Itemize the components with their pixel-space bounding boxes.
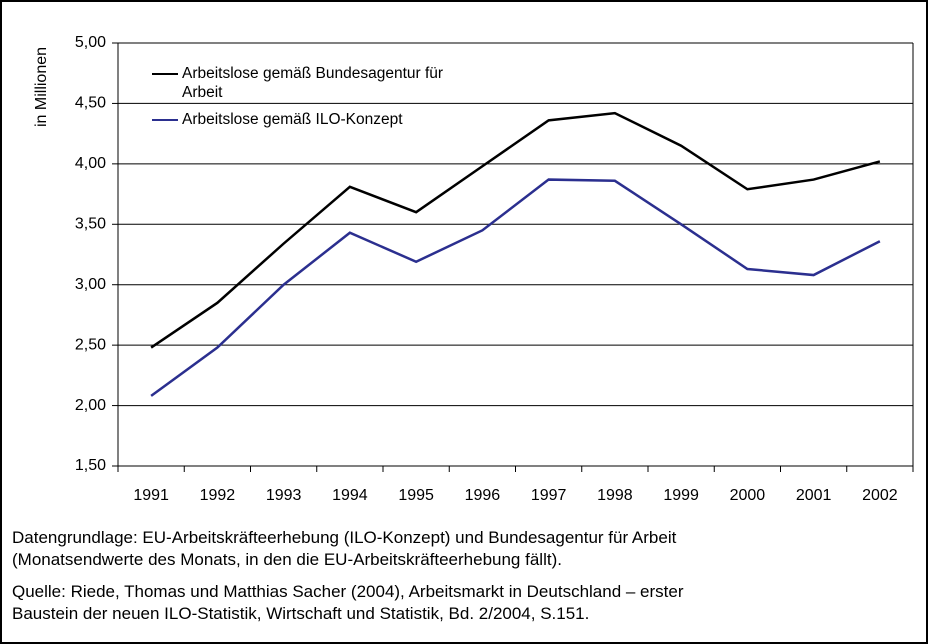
series-line bbox=[150, 178, 881, 397]
legend-swatch bbox=[152, 119, 178, 121]
note: Quelle: Riede, Thomas und Matthias Sache… bbox=[12, 581, 684, 625]
legend-label: Arbeitslose gemäß ILO-Konzept bbox=[182, 111, 403, 128]
chart: in Millionen 1,50 2,00 2,50 3,00 3,50 4,00 4,5… bbox=[33, 34, 914, 504]
x-tick-label: 1997 bbox=[531, 487, 567, 504]
y-tick-label: 3,50 bbox=[75, 216, 106, 233]
note-line: Quelle: Riede, Thomas und Matthias Sache… bbox=[12, 582, 684, 601]
legend-item: Arbeitslose gemäß ILO-Konzept bbox=[152, 110, 482, 129]
y-tick-label: 1,50 bbox=[75, 457, 106, 474]
x-tick-label: 1996 bbox=[465, 487, 501, 504]
x-tick-label: 1994 bbox=[332, 487, 368, 504]
x-tick-label: 1993 bbox=[266, 487, 302, 504]
legend-label: Arbeitslose gemäß Bundesagentur für Arbe… bbox=[182, 65, 444, 101]
x-tick-label: 1999 bbox=[663, 487, 699, 504]
y-tick-label: 3,00 bbox=[75, 276, 106, 293]
y-tick-label: 2,00 bbox=[75, 397, 106, 414]
y-tick-label: 4,00 bbox=[75, 155, 106, 172]
x-tick-label: 1991 bbox=[133, 487, 169, 504]
notes: Datengrundlage: EU-Arbeitskräfteerhebung… bbox=[12, 527, 684, 635]
note-line: Baustein der neuen ILO-Statistik, Wirtsc… bbox=[12, 604, 590, 623]
x-tick-label: 1998 bbox=[597, 487, 633, 504]
note: Datengrundlage: EU-Arbeitskräfteerhebung… bbox=[12, 527, 684, 571]
series-line bbox=[150, 111, 881, 349]
y-tick-label: 2,50 bbox=[75, 336, 106, 353]
y-tick-label: 4,50 bbox=[75, 95, 106, 112]
x-tick-label: 1995 bbox=[398, 487, 434, 504]
y-axis-label: in Millionen bbox=[33, 47, 50, 127]
note-line: (Monatsendwerte des Monats, in den die E… bbox=[12, 550, 562, 569]
y-tick-label: 5,00 bbox=[75, 34, 106, 51]
legend-swatch bbox=[152, 73, 178, 75]
note-line: Datengrundlage: EU-Arbeitskräfteerhebung… bbox=[12, 528, 677, 547]
x-tick-label: 2002 bbox=[862, 487, 898, 504]
x-tick-label: 2000 bbox=[730, 487, 766, 504]
legend: Arbeitslose gemäß Bundesagentur für Arbe… bbox=[152, 64, 482, 137]
x-tick-label: 1992 bbox=[200, 487, 236, 504]
x-tick-label: 2001 bbox=[796, 487, 832, 504]
legend-item: Arbeitslose gemäß Bundesagentur für Arbe… bbox=[152, 64, 482, 102]
